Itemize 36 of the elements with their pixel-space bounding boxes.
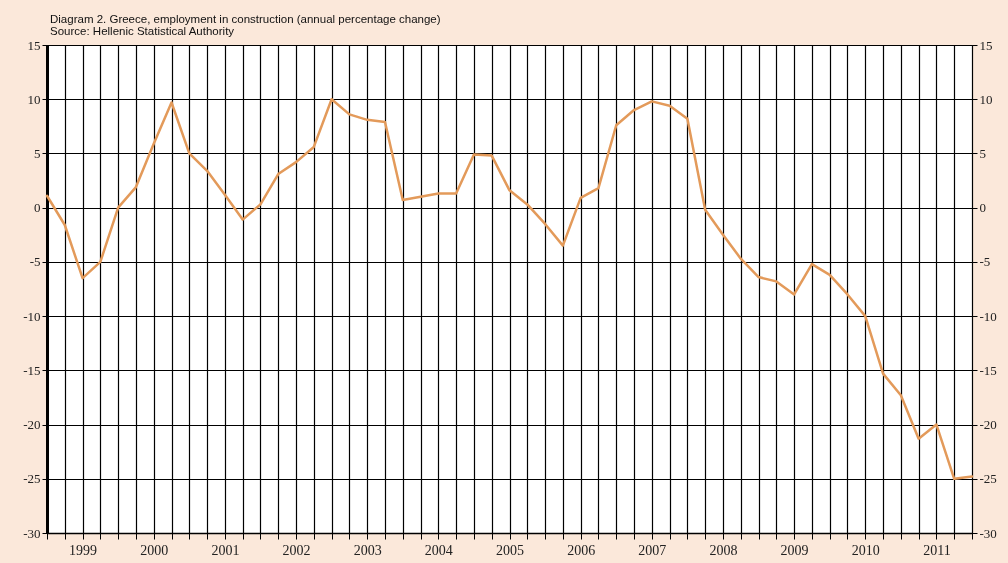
y-tick-label: 15 (27, 37, 41, 53)
x-tick-label: 2005 (496, 542, 524, 558)
y-tick-label: -25 (23, 471, 41, 487)
x-tick-label: 2004 (424, 542, 453, 558)
y2-tick-label: -10 (979, 308, 997, 324)
y-tick-label: -10 (23, 308, 41, 324)
y2-tick-label: -15 (979, 362, 997, 378)
y-tick-label: 10 (27, 91, 41, 107)
x-tick-label: 2002 (282, 542, 311, 558)
line-series (45, 97, 974, 481)
source-note: Source: Hellenic Statistical Authority (50, 24, 235, 37)
y2-tick-label: 5 (979, 145, 986, 161)
y2-tick-label: 10 (979, 91, 993, 107)
x-tick-label: 2001 (211, 542, 240, 558)
y2-tick-label: -30 (979, 525, 997, 541)
x-tick-label: 2000 (140, 542, 169, 558)
x-tick-label: 2006 (567, 542, 596, 558)
y2-tick-label: 0 (979, 200, 986, 216)
y-tick-label: 0 (34, 200, 41, 216)
y2-tick-label: 15 (979, 37, 993, 53)
y-tick-label: 5 (34, 145, 41, 161)
x-tick-label: 2003 (353, 542, 382, 558)
x-tick-label: 2011 (923, 542, 951, 558)
y-tick-label: -5 (29, 254, 41, 270)
y2-tick-label: -25 (979, 471, 997, 487)
x-tick-label: 2010 (851, 542, 880, 558)
x-tick-label: 1999 (69, 542, 98, 558)
y-tick-label: -15 (23, 362, 41, 378)
x-tick-label: 2007 (638, 542, 667, 558)
x-tick-label: 2008 (709, 542, 738, 558)
y2-tick-label: -5 (979, 254, 991, 270)
y-tick-label: -30 (23, 525, 41, 541)
x-tick-label: 2009 (780, 542, 809, 558)
y2-tick-label: -20 (979, 417, 997, 433)
chart-title: Diagram 2. Greece, employment in construction (annual percentage change) (50, 13, 441, 25)
y-tick-label: -20 (23, 417, 41, 433)
